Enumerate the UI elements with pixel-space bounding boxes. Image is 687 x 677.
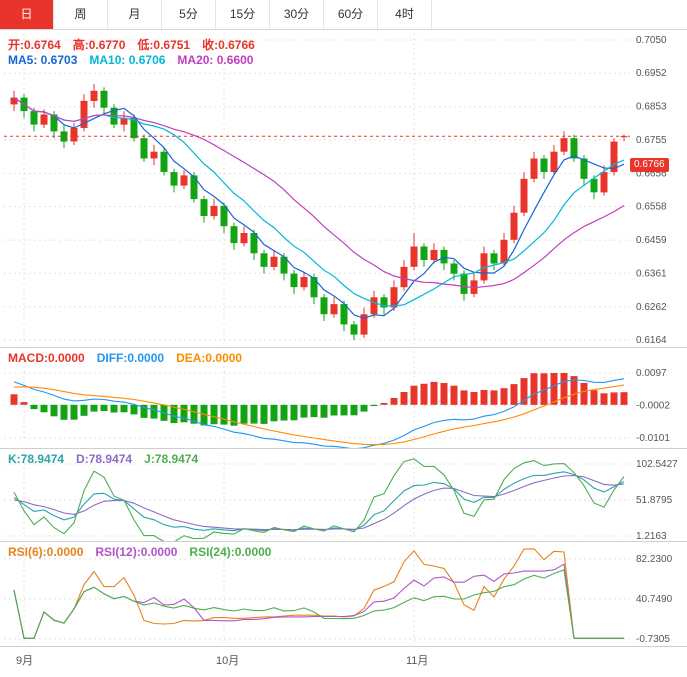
month-label: 10月 (216, 655, 240, 667)
svg-text:0.6952: 0.6952 (636, 68, 667, 79)
x-axis: 9月 10月 11月 (0, 647, 687, 677)
svg-text:0.6755: 0.6755 (636, 135, 667, 146)
svg-text:-0.7305: -0.7305 (636, 634, 670, 645)
timeframe-tab-5[interactable]: 30分 (270, 0, 324, 29)
svg-text:0.6459: 0.6459 (636, 235, 667, 246)
main-chart-panel: 0.7050 0.6952 0.6853 0.6755 0.6656 0.6558 0.64… (0, 30, 687, 348)
timeframe-tab-4[interactable]: 15分 (216, 0, 270, 29)
svg-text:0.6361: 0.6361 (636, 268, 667, 279)
svg-text:0.0097: 0.0097 (636, 368, 667, 379)
current-price-tag: 0.6766 (630, 158, 669, 173)
month-label: 9月 (16, 655, 34, 667)
rsi-panel: 82.2300 40.7490 -0.7305 RSI(6):0.0000 RSI(1… (0, 542, 687, 647)
timeframe-tab-1[interactable]: 周 (54, 0, 108, 29)
svg-text:0.6656: 0.6656 (636, 168, 667, 179)
svg-text:-0.0101: -0.0101 (636, 433, 670, 444)
svg-text:51.8795: 51.8795 (636, 495, 673, 506)
svg-text:0.7050: 0.7050 (636, 35, 667, 46)
macd-chart[interactable]: 0.0097 -0.0002 -0.0101 (0, 348, 687, 448)
timeframe-tab-2[interactable]: 月 (108, 0, 162, 29)
macd-panel: 0.0097 -0.0002 -0.0101 MACD:0.0000 DIFF:0.0… (0, 348, 687, 449)
svg-text:0.6853: 0.6853 (636, 102, 667, 113)
candlestick-chart[interactable]: 0.7050 0.6952 0.6853 0.6755 0.6656 0.6558 0.64… (0, 30, 687, 347)
timeframe-toolbar: 日周月 5分 15分 30分 60分 4时 (0, 0, 687, 30)
rsi-chart[interactable]: 82.2300 40.7490 -0.7305 (0, 542, 687, 646)
timeframe-tab-6[interactable]: 60分 (324, 0, 378, 29)
svg-text:1.2163: 1.2163 (636, 531, 667, 541)
svg-text:0.6558: 0.6558 (636, 202, 667, 213)
svg-text:-0.0002: -0.0002 (636, 401, 670, 412)
svg-text:102.5427: 102.5427 (636, 459, 678, 470)
svg-text:40.7490: 40.7490 (636, 594, 673, 605)
kdj-panel: 102.5427 51.8795 1.2163 K:78.9474 D:78.9474… (0, 449, 687, 542)
kdj-chart[interactable]: 102.5427 51.8795 1.2163 (0, 449, 687, 541)
timeframe-tab-3[interactable]: 5分 (162, 0, 216, 29)
timeframe-tab-7[interactable]: 4时 (378, 0, 432, 29)
svg-text:0.6262: 0.6262 (636, 302, 667, 313)
month-label: 11月 (406, 655, 429, 667)
timeframe-tab-0[interactable]: 日 (0, 0, 54, 29)
svg-text:0.6164: 0.6164 (636, 335, 667, 346)
svg-text:82.2300: 82.2300 (636, 554, 673, 565)
